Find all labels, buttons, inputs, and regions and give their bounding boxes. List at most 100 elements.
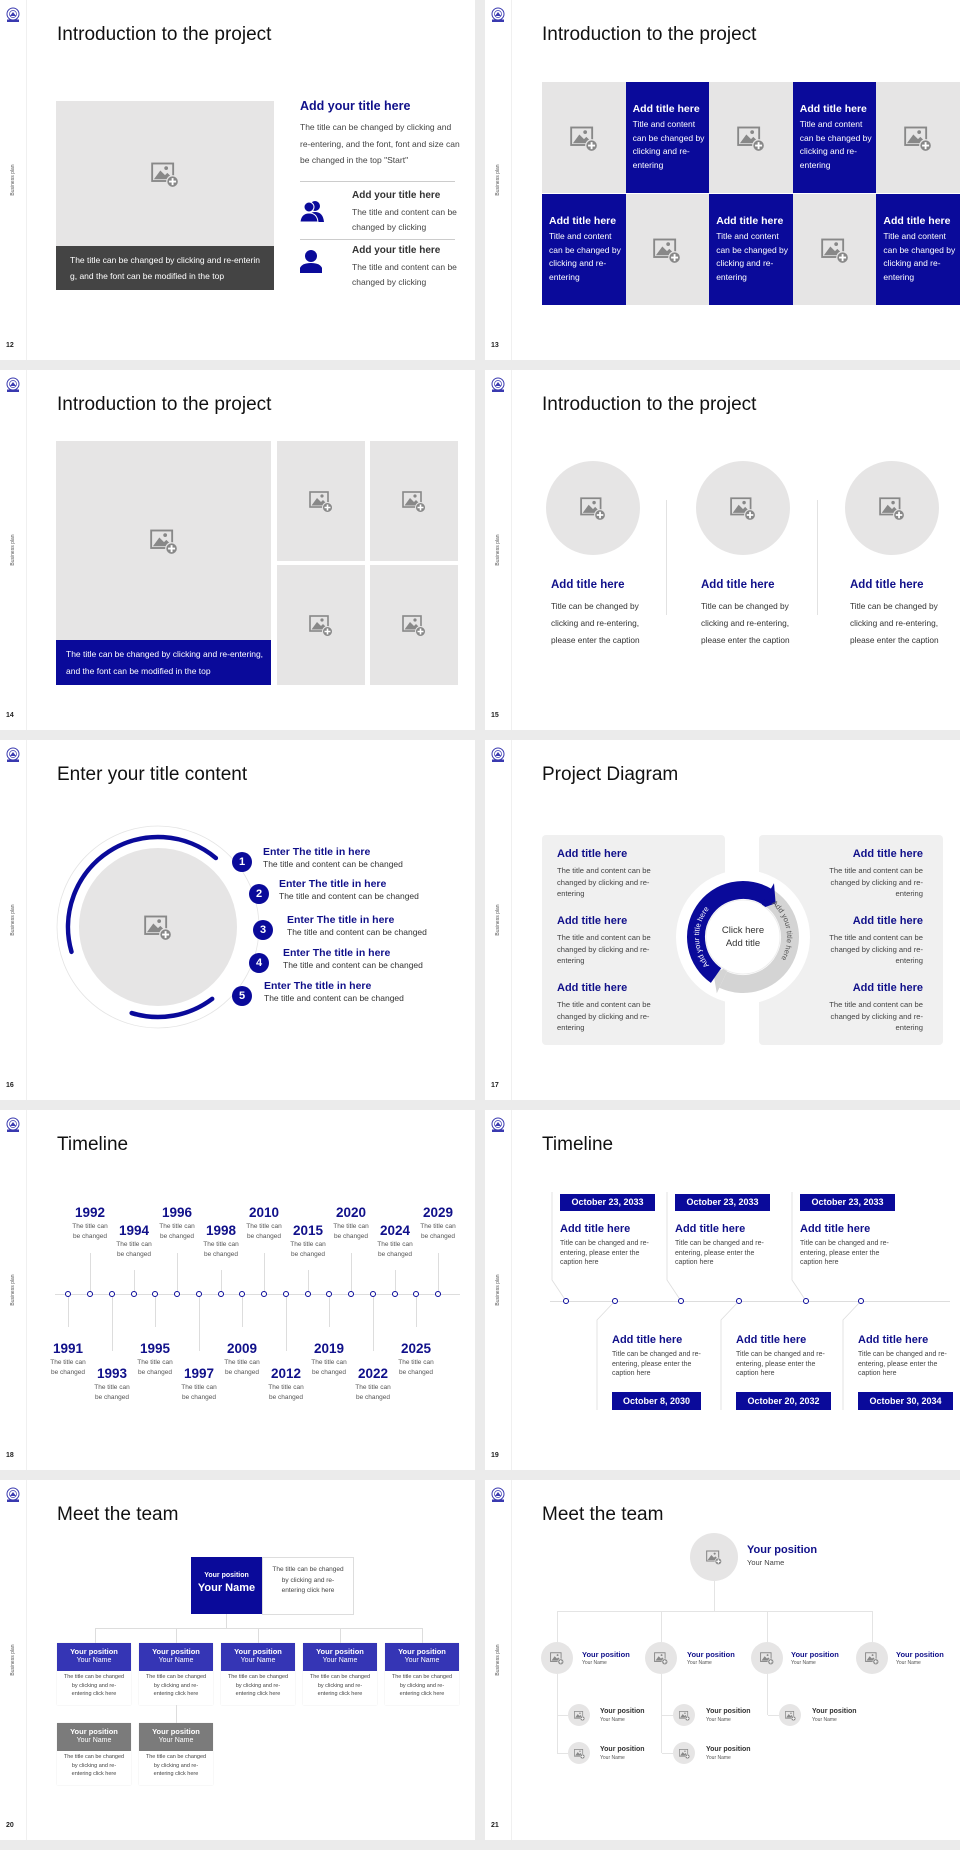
image-placeholder-circle[interactable]	[696, 461, 790, 555]
number-badge: 1	[232, 852, 252, 872]
text-cell[interactable]: Add title here Title and content can be c…	[625, 82, 710, 193]
timeline-dot[interactable]	[612, 1298, 618, 1304]
image-placeholder[interactable]	[277, 441, 365, 561]
timeline-dot[interactable]	[392, 1291, 398, 1297]
timeline-dot[interactable]	[803, 1298, 809, 1304]
number-badge: 2	[249, 884, 269, 904]
right-body: The title and content can be changed by …	[829, 1000, 923, 1033]
text-cell[interactable]: Add title here Title and content can be c…	[709, 194, 793, 305]
member-name: Your Name	[706, 1755, 731, 1761]
slide-title: Introduction to the project	[57, 394, 272, 415]
sidebar-label: Business plan	[10, 534, 16, 566]
center-label[interactable]: Click here Add title	[703, 924, 783, 950]
timeline-dot[interactable]	[196, 1291, 202, 1297]
member-header	[57, 1723, 131, 1751]
avatar-placeholder[interactable]	[568, 1742, 590, 1764]
image-placeholder-circle[interactable]	[546, 461, 640, 555]
image-placeholder[interactable]	[625, 194, 710, 305]
timeline-dot[interactable]	[283, 1291, 289, 1297]
slide-20[interactable]: Business plan 20 Meet the team Your positio…	[0, 1480, 475, 1840]
divider	[340, 1628, 341, 1643]
member-card[interactable]: Your position Your Name The title can be c…	[139, 1643, 213, 1705]
member-desc: The title can be changed by clicking and…	[227, 1674, 289, 1698]
slide-14[interactable]: Business plan 14 Introduction to the proje…	[0, 370, 475, 730]
timeline-dot[interactable]	[326, 1291, 332, 1297]
member-name: Your Name	[812, 1717, 837, 1723]
divider	[714, 1581, 715, 1611]
year-label: 2015	[292, 1223, 324, 1238]
member-name: Your Name	[896, 1660, 921, 1666]
timeline-dot[interactable]	[413, 1291, 419, 1297]
timeline-dot[interactable]	[563, 1298, 569, 1304]
member-position: Your position	[582, 1650, 630, 1659]
image-placeholder[interactable]	[277, 565, 365, 685]
avatar-placeholder[interactable]	[673, 1742, 695, 1764]
image-placeholder[interactable]	[56, 441, 271, 640]
image-placeholder[interactable]	[370, 565, 458, 685]
image-placeholder[interactable]	[56, 101, 274, 246]
avatar-placeholder[interactable]	[779, 1704, 801, 1726]
timeline-dot[interactable]	[131, 1291, 137, 1297]
slide-21[interactable]: Business plan 21 Meet the team Your positio…	[485, 1480, 960, 1840]
timeline-dot[interactable]	[348, 1291, 354, 1297]
year-caption: The title can be changed	[268, 1384, 304, 1401]
image-placeholder[interactable]	[370, 441, 458, 561]
image-placeholder[interactable]	[542, 82, 626, 193]
image-placeholder[interactable]	[876, 82, 960, 193]
item-body: The title and content can be changed	[264, 993, 404, 1003]
lead-position: Your position	[747, 1544, 818, 1556]
timeline-dot[interactable]	[370, 1291, 376, 1297]
timeline-dot[interactable]	[65, 1291, 71, 1297]
avatar-placeholder[interactable]	[751, 1642, 783, 1674]
member-card[interactable]: Your position Your Name The title can be c…	[57, 1643, 131, 1705]
timeline-dot[interactable]	[109, 1291, 115, 1297]
member-card[interactable]: Your position Your Name The title can be c…	[303, 1643, 377, 1705]
member-card[interactable]: Your position Your Name The title can be c…	[221, 1643, 295, 1705]
text-cell[interactable]: Add title here Title and content can be c…	[876, 194, 960, 305]
slide-18[interactable]: Business plan 18 Timeline 1991 The title can…	[0, 1110, 475, 1470]
slide-13[interactable]: Business plan 13 Introduction to the proje…	[485, 0, 960, 360]
timeline-dot[interactable]	[87, 1291, 93, 1297]
center-line-1: Click here	[721, 925, 765, 936]
avatar-placeholder[interactable]	[690, 1533, 738, 1581]
lead-card[interactable]: Your position Your Name	[191, 1557, 262, 1614]
timeline-dot[interactable]	[858, 1298, 864, 1304]
event-title: Add title here	[858, 1334, 929, 1346]
avatar-placeholder[interactable]	[541, 1642, 573, 1674]
avatar-placeholder[interactable]	[568, 1704, 590, 1726]
timeline-dot[interactable]	[261, 1291, 267, 1297]
timeline-dot[interactable]	[736, 1298, 742, 1304]
image-placeholder-circle[interactable]	[79, 848, 237, 1006]
image-placeholder[interactable]	[709, 82, 793, 193]
slide-16[interactable]: Business plan 16 Enter your title content 1…	[0, 740, 475, 1100]
timeline-dot[interactable]	[174, 1291, 180, 1297]
member-card[interactable]: Your position Your Name The title can be c…	[139, 1723, 213, 1785]
timeline-dot[interactable]	[305, 1291, 311, 1297]
member-card[interactable]: Your position Your Name The title can be c…	[385, 1643, 459, 1705]
member-position: Your position	[600, 1746, 645, 1753]
avatar-placeholder[interactable]	[645, 1642, 677, 1674]
divider	[557, 1753, 568, 1754]
text-cell[interactable]: Add title here Title and content can be c…	[792, 82, 877, 193]
timeline-dot[interactable]	[678, 1298, 684, 1304]
member-name: Your Name	[322, 1657, 358, 1664]
timeline-dot[interactable]	[239, 1291, 245, 1297]
avatar-placeholder[interactable]	[856, 1642, 888, 1674]
member-name: Your Name	[791, 1660, 816, 1666]
slide-12[interactable]: Business plan 12 Introduction to the proje…	[0, 0, 475, 360]
timeline-dot[interactable]	[152, 1291, 158, 1297]
year-caption: The title can be changed	[137, 1359, 173, 1376]
text-cell[interactable]: Add title here Title and content can be c…	[542, 194, 626, 305]
slide-19[interactable]: Business plan 19 Timeline October 23, 2033 A…	[485, 1110, 960, 1470]
image-add-icon	[402, 615, 426, 637]
image-placeholder[interactable]	[792, 194, 877, 305]
slide-17[interactable]: Business plan 17 Project Diagram Add title …	[485, 740, 960, 1100]
avatar-placeholder[interactable]	[673, 1704, 695, 1726]
slide-title: Introduction to the project	[542, 394, 757, 415]
slide-15[interactable]: Business plan 15 Introduction to the proje…	[485, 370, 960, 730]
year-label: 2019	[313, 1341, 345, 1356]
timeline-dot[interactable]	[218, 1291, 224, 1297]
image-placeholder-circle[interactable]	[845, 461, 939, 555]
timeline-dot[interactable]	[435, 1291, 441, 1297]
member-card[interactable]: Your position Your Name The title can be c…	[57, 1723, 131, 1785]
